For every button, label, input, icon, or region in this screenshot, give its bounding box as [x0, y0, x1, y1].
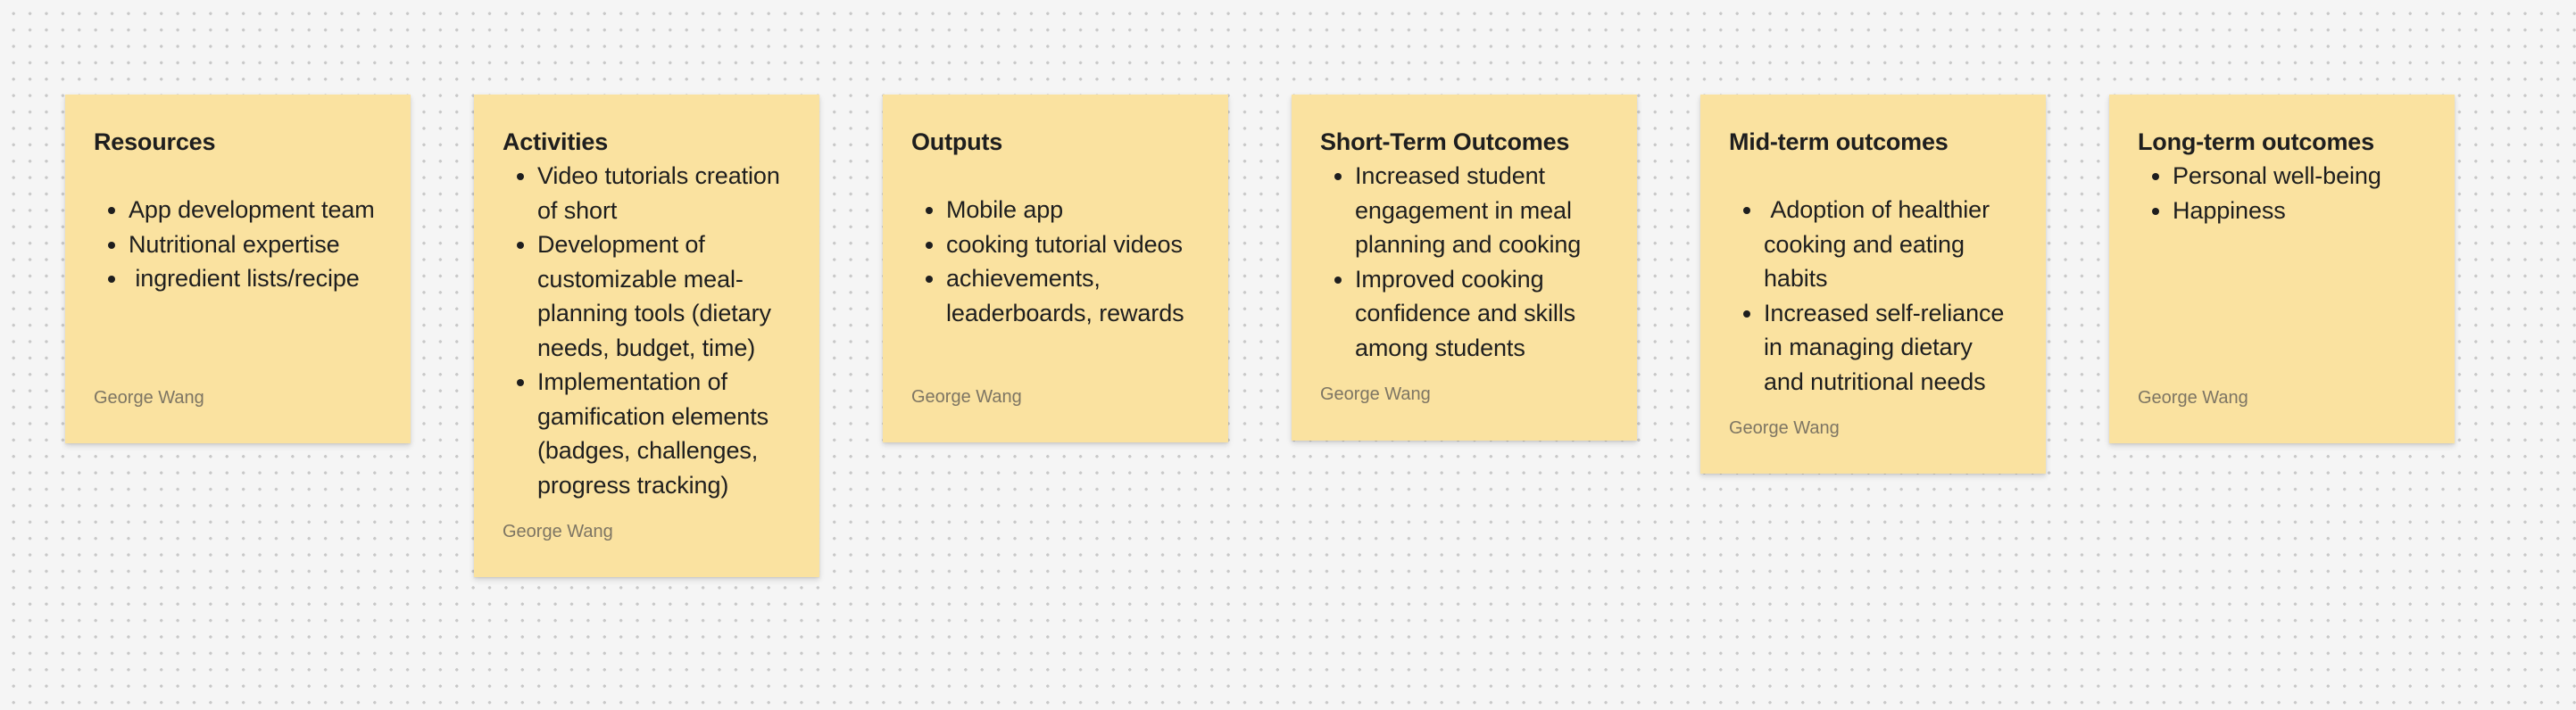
list-item: ingredient lists/recipe — [129, 261, 382, 296]
list-item: Mobile app — [946, 193, 1200, 227]
list-item: Video tutorials creation of short — [537, 159, 791, 227]
note-bullet-list: Adoption of healthier cooking and eating… — [1729, 193, 2017, 399]
note-bullet-list: Personal well-being Happiness — [2138, 159, 2426, 227]
list-item: Improved cooking confidence and skills a… — [1355, 262, 1608, 366]
sticky-note-mid-term-outcomes[interactable]: Mid-term outcomes Adoption of healthier … — [1700, 95, 2046, 474]
note-bullet-list: Increased student engagement in meal pla… — [1320, 159, 1608, 365]
list-item: Happiness — [2173, 194, 2426, 228]
note-author: George Wang — [911, 387, 1022, 407]
note-author: George Wang — [2138, 388, 2248, 408]
note-author: George Wang — [1729, 418, 1840, 438]
sticky-note-short-term-outcomes[interactable]: Short-Term Outcomes Increased student en… — [1292, 95, 1637, 441]
note-bullet-list: Video tutorials creation of short Develo… — [503, 159, 791, 502]
note-author: George Wang — [1320, 384, 1431, 404]
note-blank-line — [94, 159, 382, 193]
list-item: Adoption of healthier cooking and eating… — [1764, 193, 2017, 296]
list-item: Increased student engagement in meal pla… — [1355, 159, 1608, 262]
note-title: Resources — [94, 128, 216, 155]
note-bullet-list: App development team Nutritional experti… — [94, 193, 382, 296]
note-title: Mid-term outcomes — [1729, 128, 1949, 155]
note-bullet-list: Mobile app cooking tutorial videos achie… — [911, 193, 1200, 330]
list-item: Implementation of gamification elements … — [537, 365, 791, 502]
sticky-note-long-term-outcomes[interactable]: Long-term outcomes Personal well-being H… — [2109, 95, 2455, 443]
note-author: George Wang — [503, 522, 613, 541]
sticky-note-resources[interactable]: Resources App development team Nutrition… — [65, 95, 411, 443]
list-item: App development team — [129, 193, 382, 227]
list-item: Increased self-reliance in managing diet… — [1764, 296, 2017, 400]
sticky-note-outputs[interactable]: Outputs Mobile app cooking tutorial vide… — [883, 95, 1228, 442]
list-item: Nutritional expertise — [129, 227, 382, 262]
note-title: Outputs — [911, 128, 1003, 155]
note-title: Short-Term Outcomes — [1320, 128, 1570, 155]
note-blank-line — [911, 159, 1200, 193]
note-author: George Wang — [94, 387, 204, 408]
list-item: achievements, leaderboards, rewards — [946, 261, 1200, 330]
list-item: Personal well-being — [2173, 159, 2426, 194]
note-blank-line — [1729, 159, 2017, 193]
list-item: Development of customizable meal-plannin… — [537, 227, 791, 365]
note-title: Long-term outcomes — [2138, 128, 2374, 155]
sticky-note-activities[interactable]: Activities Video tutorials creation of s… — [474, 95, 819, 577]
note-title: Activities — [503, 128, 609, 155]
list-item: cooking tutorial videos — [946, 227, 1200, 262]
